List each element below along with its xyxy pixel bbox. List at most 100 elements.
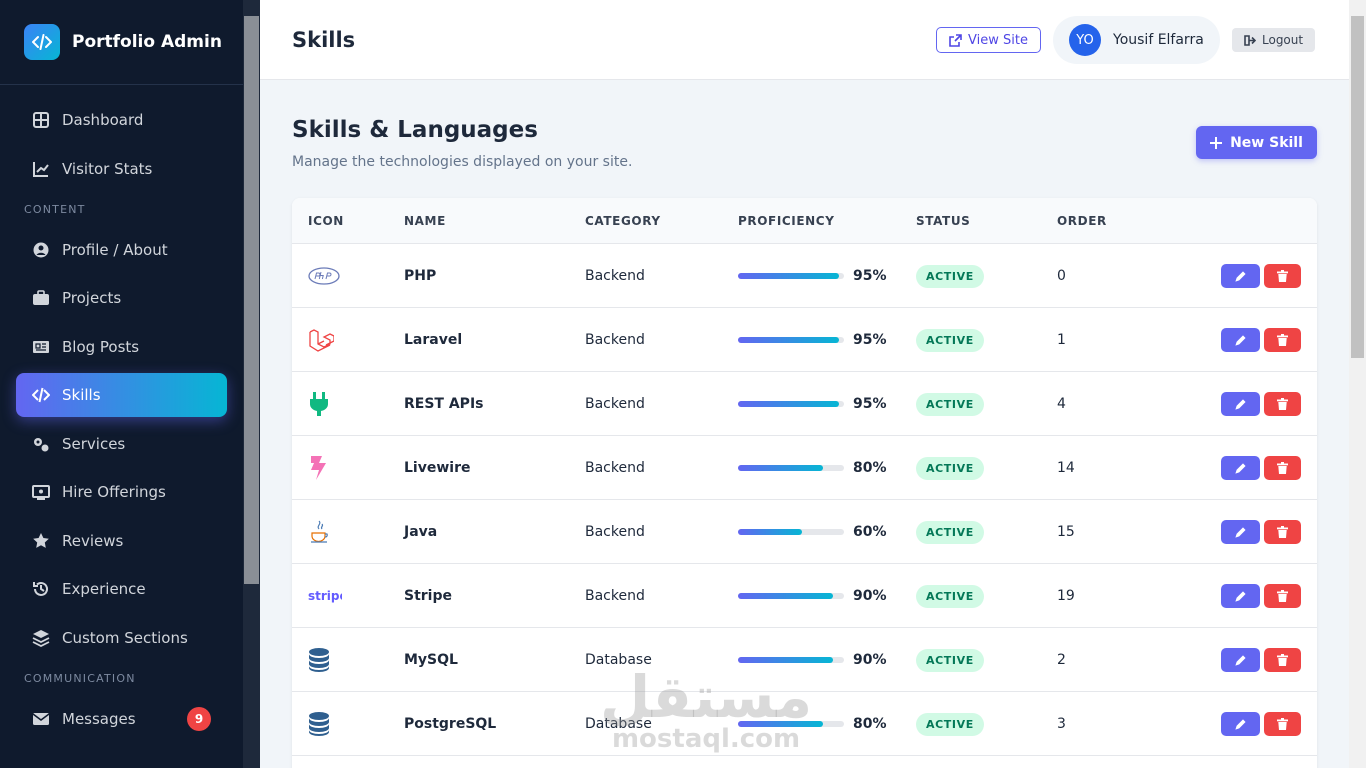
edit-button[interactable] bbox=[1221, 584, 1260, 608]
proficiency-label: 80% bbox=[853, 460, 887, 476]
logout-label: Logout bbox=[1262, 33, 1304, 47]
proficiency: 90% bbox=[738, 564, 887, 628]
watermark: مستقل mostaql.com bbox=[600, 668, 812, 752]
section-subtitle: Manage the technologies displayed on you… bbox=[292, 154, 633, 170]
nav-item[interactable]: Blog Posts bbox=[16, 325, 227, 369]
nav: Dashboard Visitor Stats CONTENT Profile / A… bbox=[16, 98, 227, 745]
column-header: CATEGORY bbox=[585, 214, 661, 228]
skill-category: Backend bbox=[585, 524, 645, 540]
nav-icon bbox=[32, 532, 50, 550]
nav-icon bbox=[32, 580, 50, 598]
skill-category: Database bbox=[585, 716, 652, 732]
brand[interactable]: Portfolio Admin bbox=[24, 24, 222, 60]
nav-item[interactable]: Hire Offerings bbox=[16, 470, 227, 514]
brand-logo bbox=[24, 24, 60, 60]
table-row: Java Backend 60% ACTIVE 15 bbox=[292, 500, 1317, 564]
status: ACTIVE bbox=[916, 436, 984, 500]
skill-category: Backend bbox=[585, 332, 645, 348]
proficiency: 95% bbox=[738, 308, 887, 372]
delete-button[interactable] bbox=[1264, 328, 1301, 352]
nav-label: Custom Sections bbox=[62, 628, 188, 647]
nav-item[interactable]: Profile / About bbox=[16, 228, 227, 272]
proficiency-bar bbox=[738, 593, 834, 599]
nav-icon bbox=[32, 338, 50, 356]
delete-button[interactable] bbox=[1264, 456, 1301, 480]
nav-label: Experience bbox=[62, 580, 146, 598]
edit-button[interactable] bbox=[1221, 328, 1260, 352]
edit-button[interactable] bbox=[1221, 712, 1260, 736]
skill-name: REST APIs bbox=[404, 396, 484, 412]
user-name: Yousif Elfarra bbox=[1113, 32, 1204, 48]
nav-item[interactable]: Services bbox=[16, 422, 227, 466]
status: ACTIVE bbox=[916, 564, 984, 628]
nav-icon bbox=[32, 710, 50, 728]
nav-item[interactable]: Dashboard bbox=[16, 98, 227, 142]
nav-item[interactable]: Messages 9 bbox=[16, 697, 227, 741]
table-row: PHP Backend 95% ACTIVE 0 bbox=[292, 244, 1317, 308]
delete-button[interactable] bbox=[1264, 648, 1301, 672]
proficiency: 95% bbox=[738, 372, 887, 436]
avatar: YO bbox=[1069, 24, 1101, 56]
proficiency: 90% bbox=[738, 628, 887, 692]
skill-icon bbox=[308, 628, 330, 692]
status-badge: ACTIVE bbox=[916, 520, 984, 544]
proficiency: 80% bbox=[738, 436, 887, 500]
delete-button[interactable] bbox=[1264, 264, 1301, 288]
edit-button[interactable] bbox=[1221, 456, 1260, 480]
table-row: MySQL Database 90% ACTIVE 2 bbox=[292, 628, 1317, 692]
skill-icon bbox=[308, 372, 330, 436]
nav-item[interactable]: Experience bbox=[16, 567, 227, 611]
nav-label: Visitor Stats bbox=[62, 159, 153, 178]
page-scrollbar[interactable] bbox=[1349, 0, 1366, 768]
skill-category: Backend bbox=[585, 460, 645, 476]
watermark-latin: mostaql.com bbox=[611, 724, 801, 754]
skill-order: 0 bbox=[1057, 268, 1066, 284]
delete-button[interactable] bbox=[1264, 584, 1301, 608]
edit-button[interactable] bbox=[1221, 520, 1260, 544]
proficiency-track bbox=[738, 273, 844, 279]
status-badge: ACTIVE bbox=[916, 712, 984, 736]
new-skill-label: New Skill bbox=[1230, 134, 1303, 151]
nav-badge: 9 bbox=[187, 706, 211, 731]
proficiency-bar bbox=[738, 337, 839, 343]
nav-item[interactable]: Visitor Stats bbox=[16, 147, 227, 191]
page-title: Skills bbox=[292, 28, 356, 52]
edit-button[interactable] bbox=[1221, 648, 1260, 672]
skill-icon: stripe bbox=[308, 564, 342, 628]
proficiency-track bbox=[738, 593, 844, 599]
nav-label: Blog Posts bbox=[62, 337, 140, 356]
user-menu[interactable]: YO Yousif Elfarra bbox=[1053, 16, 1220, 64]
delete-button[interactable] bbox=[1264, 520, 1301, 544]
table-row: REST APIs Backend 95% ACTIVE 4 bbox=[292, 372, 1317, 436]
edit-button[interactable] bbox=[1221, 264, 1260, 288]
nav-icon bbox=[32, 289, 50, 307]
sidebar: Portfolio Admin Dashboard Visitor Stats CO… bbox=[0, 0, 243, 768]
proficiency-label: 95% bbox=[853, 396, 887, 412]
view-site-button[interactable]: View Site bbox=[936, 27, 1041, 53]
skill-icon bbox=[308, 308, 334, 372]
nav-section-title: COMMUNICATION bbox=[24, 671, 136, 685]
delete-button[interactable] bbox=[1264, 712, 1301, 736]
topbar: Skills View Site YO Yousif Elfarra Logout bbox=[260, 0, 1349, 80]
nav-item[interactable]: Reviews bbox=[16, 519, 227, 563]
proficiency-track bbox=[738, 401, 844, 407]
nav-icon bbox=[32, 435, 50, 453]
section-heading: Skills & Languages bbox=[292, 117, 538, 143]
column-header: ORDER bbox=[1057, 214, 1107, 228]
sidebar-scrollbar[interactable] bbox=[243, 0, 260, 768]
nav-label: Projects bbox=[62, 289, 122, 307]
edit-button[interactable] bbox=[1221, 392, 1260, 416]
nav-item[interactable]: Skills bbox=[16, 373, 227, 417]
delete-button[interactable] bbox=[1264, 392, 1301, 416]
status: ACTIVE bbox=[916, 244, 984, 308]
skill-name: Livewire bbox=[404, 460, 471, 476]
nav-section-title: CONTENT bbox=[24, 202, 86, 216]
logout-button[interactable]: Logout bbox=[1232, 28, 1316, 52]
nav-label: Messages bbox=[62, 709, 136, 728]
new-skill-button[interactable]: New Skill bbox=[1196, 126, 1317, 159]
nav-item[interactable]: Custom Sections bbox=[16, 616, 227, 660]
skill-category: Backend bbox=[585, 268, 645, 284]
skill-order: 14 bbox=[1057, 460, 1075, 476]
nav-item[interactable]: Projects bbox=[16, 276, 227, 320]
table-row: Laravel Backend 95% ACTIVE 1 bbox=[292, 308, 1317, 372]
